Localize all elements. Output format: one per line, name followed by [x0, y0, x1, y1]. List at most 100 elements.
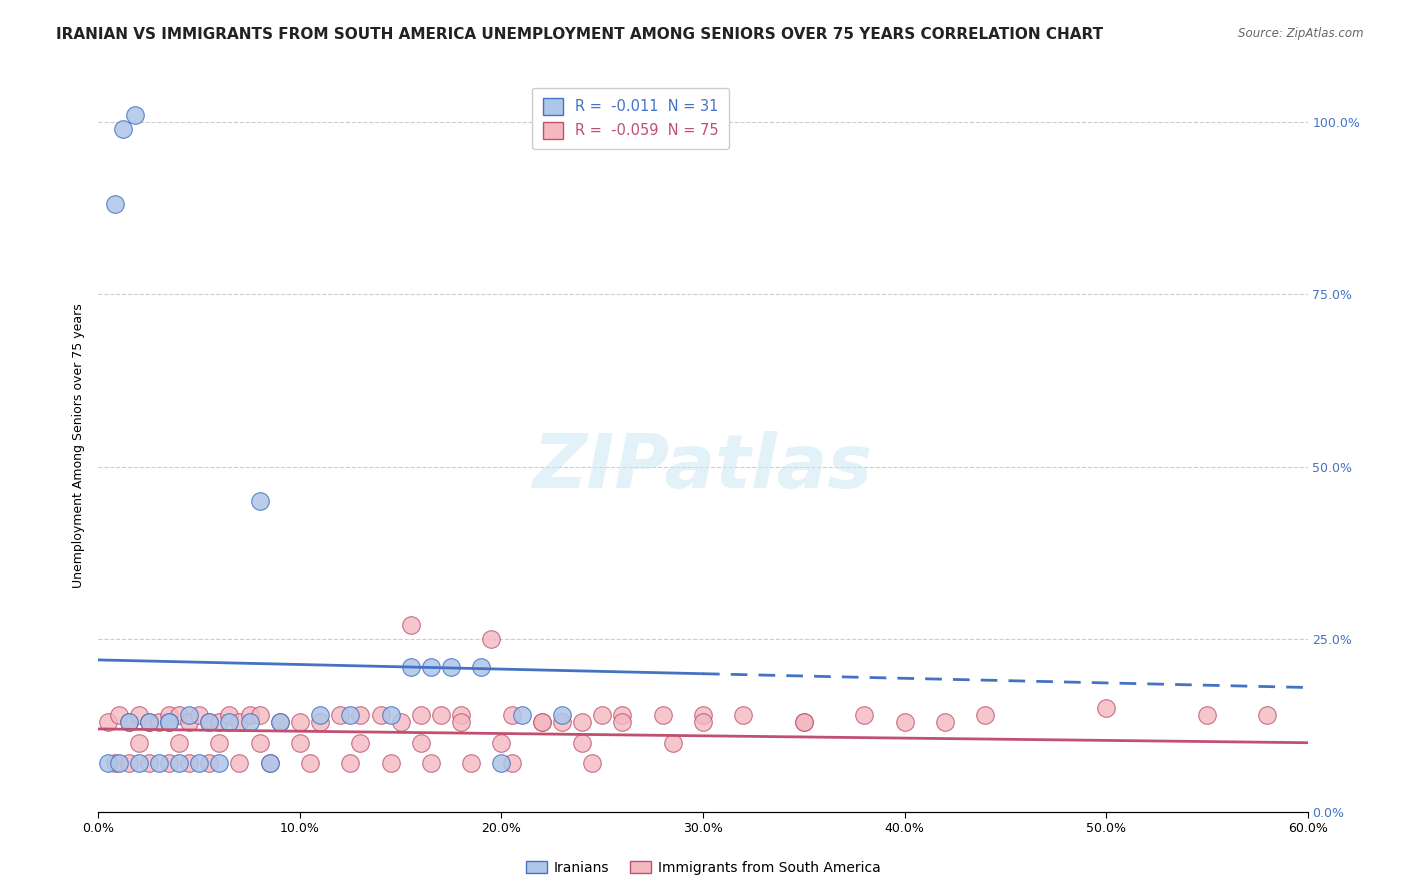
Point: [551, 708, 574, 723]
Point: [167, 708, 190, 723]
Point: [551, 714, 574, 729]
Point: [188, 708, 211, 723]
Point: [157, 714, 180, 729]
Point: [107, 708, 129, 723]
Point: [934, 714, 956, 729]
Point: [107, 756, 129, 771]
Point: [409, 708, 432, 723]
Point: [249, 708, 271, 723]
Point: [299, 756, 322, 771]
Point: [157, 714, 180, 729]
Point: [188, 756, 211, 771]
Point: [530, 714, 553, 729]
Point: [103, 197, 125, 211]
Point: [349, 708, 371, 723]
Point: [612, 708, 634, 723]
Legend: Iranians, Immigrants from South America: Iranians, Immigrants from South America: [520, 855, 886, 880]
Text: ZIPatlas: ZIPatlas: [533, 432, 873, 505]
Point: [501, 756, 523, 771]
Point: [793, 714, 815, 729]
Point: [118, 714, 141, 729]
Point: [692, 714, 714, 729]
Point: [510, 708, 533, 723]
Point: [218, 714, 240, 729]
Point: [118, 714, 141, 729]
Point: [793, 714, 815, 729]
Legend: R =  -0.011  N = 31, R =  -0.059  N = 75: R = -0.011 N = 31, R = -0.059 N = 75: [533, 87, 728, 149]
Point: [1256, 708, 1278, 723]
Point: [198, 714, 221, 729]
Point: [571, 714, 593, 729]
Point: [198, 714, 221, 729]
Point: [450, 708, 472, 723]
Point: [571, 736, 593, 750]
Text: Source: ZipAtlas.com: Source: ZipAtlas.com: [1239, 27, 1364, 40]
Point: [309, 714, 332, 729]
Point: [97, 756, 120, 771]
Point: [491, 756, 513, 771]
Point: [138, 714, 160, 729]
Point: [581, 756, 603, 771]
Point: [97, 714, 120, 729]
Point: [198, 756, 221, 771]
Point: [1095, 701, 1118, 715]
Point: [228, 714, 250, 729]
Point: [420, 756, 443, 771]
Point: [470, 660, 492, 674]
Point: [259, 756, 281, 771]
Point: [389, 714, 412, 729]
Point: [118, 756, 141, 771]
Point: [853, 708, 876, 723]
Point: [218, 708, 240, 723]
Point: [138, 756, 160, 771]
Point: [239, 714, 262, 729]
Point: [148, 714, 170, 729]
Point: [111, 121, 134, 136]
Point: [208, 736, 231, 750]
Point: [380, 708, 402, 723]
Point: [208, 756, 231, 771]
Point: [733, 708, 755, 723]
Point: [167, 756, 190, 771]
Y-axis label: Unemployment Among Seniors over 75 years: Unemployment Among Seniors over 75 years: [72, 303, 84, 589]
Point: [430, 708, 453, 723]
Point: [339, 756, 361, 771]
Point: [157, 708, 180, 723]
Point: [661, 736, 683, 750]
Point: [249, 736, 271, 750]
Point: [460, 756, 482, 771]
Text: IRANIAN VS IMMIGRANTS FROM SOUTH AMERICA UNEMPLOYMENT AMONG SENIORS OVER 75 YEAR: IRANIAN VS IMMIGRANTS FROM SOUTH AMERICA…: [56, 27, 1104, 42]
Point: [591, 708, 613, 723]
Point: [103, 756, 125, 771]
Point: [349, 736, 371, 750]
Point: [380, 756, 402, 771]
Point: [974, 708, 997, 723]
Point: [288, 714, 311, 729]
Point: [269, 714, 291, 729]
Point: [128, 708, 150, 723]
Point: [288, 736, 311, 750]
Point: [530, 714, 553, 729]
Point: [501, 708, 523, 723]
Point: [440, 660, 463, 674]
Point: [420, 660, 443, 674]
Point: [157, 756, 180, 771]
Point: [269, 714, 291, 729]
Point: [179, 714, 201, 729]
Point: [692, 708, 714, 723]
Point: [249, 494, 271, 508]
Point: [309, 708, 332, 723]
Point: [399, 660, 422, 674]
Point: [651, 708, 673, 723]
Point: [259, 756, 281, 771]
Point: [128, 736, 150, 750]
Point: [124, 108, 146, 122]
Point: [399, 618, 422, 632]
Point: [893, 714, 915, 729]
Point: [370, 708, 392, 723]
Point: [179, 708, 201, 723]
Point: [612, 714, 634, 729]
Point: [208, 714, 231, 729]
Point: [228, 756, 250, 771]
Point: [138, 714, 160, 729]
